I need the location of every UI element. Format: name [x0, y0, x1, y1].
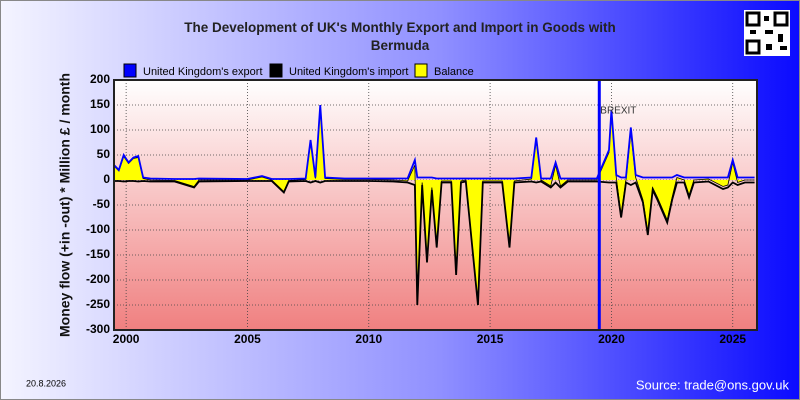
legend-label: United Kingdom's import	[289, 66, 409, 78]
balance-area	[114, 107, 755, 304]
y-tick-label: 200	[90, 72, 110, 86]
series-line	[114, 180, 755, 306]
plot-frame	[113, 79, 758, 331]
x-tick-label: 2025	[719, 332, 746, 346]
y-tick-label: -250	[86, 297, 110, 311]
y-tick-label: -150	[86, 247, 110, 261]
chart-title: The Development of UK's Monthly Export a…	[184, 20, 616, 53]
y-tick-label: -300	[86, 322, 110, 336]
y-axis-label: Money flow (+in -out) * Million £ / mont…	[57, 73, 73, 337]
legend-swatch	[123, 63, 137, 78]
y-tick-label: 100	[90, 122, 110, 136]
y-tick-label: 50	[97, 147, 111, 161]
annotation-label: BREXIT	[600, 106, 636, 117]
qr-code	[744, 10, 790, 56]
x-tick-label: 2015	[477, 332, 504, 346]
legend-label: United Kingdom's export	[143, 66, 263, 78]
x-tick-label: 2005	[234, 332, 261, 346]
y-tick-label: 0	[103, 172, 110, 186]
y-tick-label: -50	[93, 197, 111, 211]
legend-swatch	[269, 63, 283, 78]
x-tick-label: 2020	[598, 332, 625, 346]
source: Source: trade@ons.gov.uk	[636, 377, 790, 392]
x-tick-label: 2010	[355, 332, 382, 346]
y-tick-label: -100	[86, 222, 110, 236]
date: 20.8.2026	[26, 378, 66, 388]
legend-label: Balance	[434, 66, 474, 78]
y-tick-label: -200	[86, 272, 110, 286]
legend-swatch	[414, 63, 428, 78]
x-tick-label: 2000	[113, 332, 140, 346]
y-tick-label: 150	[90, 97, 110, 111]
series-line	[113, 104, 755, 180]
